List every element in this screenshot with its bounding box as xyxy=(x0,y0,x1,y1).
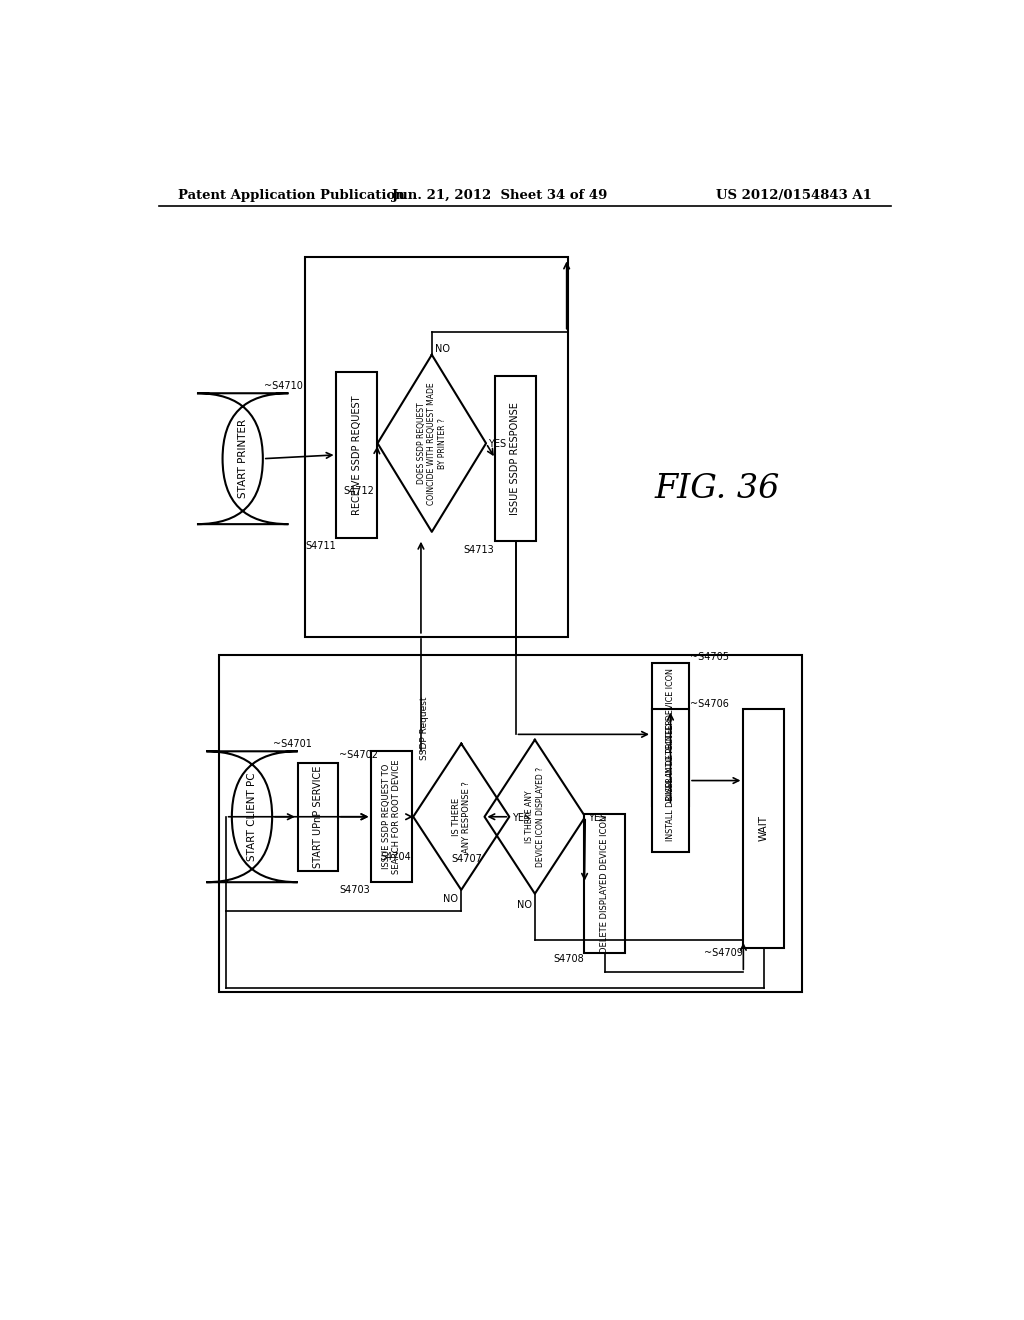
Text: SSDP Request: SSDP Request xyxy=(420,697,429,760)
Text: Jun. 21, 2012  Sheet 34 of 49: Jun. 21, 2012 Sheet 34 of 49 xyxy=(392,189,607,202)
Text: DISPLAY DETECTED DEVICE ICON: DISPLAY DETECTED DEVICE ICON xyxy=(666,668,675,800)
Bar xyxy=(743,709,783,948)
Text: ~S4701: ~S4701 xyxy=(273,739,311,748)
Text: S4713: S4713 xyxy=(464,545,495,554)
Text: IS THERE
ANY RESPONSE ?: IS THERE ANY RESPONSE ? xyxy=(452,781,471,853)
Text: ~S4705: ~S4705 xyxy=(690,652,729,663)
Text: S4708: S4708 xyxy=(553,954,584,964)
Text: DOES SSDP REQUEST
COINCIDE WITH REQUEST MADE
BY PRINTER ?: DOES SSDP REQUEST COINCIDE WITH REQUEST … xyxy=(417,381,446,504)
Text: FIG. 36: FIG. 36 xyxy=(654,474,779,506)
Text: NO: NO xyxy=(443,894,458,904)
Text: ISSUE SSDP RESPONSE: ISSUE SSDP RESPONSE xyxy=(511,403,520,515)
Text: S4707: S4707 xyxy=(452,854,482,865)
Text: START UPnP SERVICE: START UPnP SERVICE xyxy=(313,766,323,869)
Text: RECEIVE SSDP REQUEST: RECEIVE SSDP REQUEST xyxy=(351,395,361,515)
Text: YES: YES xyxy=(588,813,606,822)
Text: ~S4709: ~S4709 xyxy=(703,948,742,958)
Bar xyxy=(652,709,689,851)
Bar xyxy=(337,372,377,537)
Text: S4704: S4704 xyxy=(380,851,411,862)
Bar xyxy=(305,257,568,638)
Text: START PRINTER: START PRINTER xyxy=(238,420,248,498)
Bar xyxy=(652,663,689,805)
Text: START CLIENT PC: START CLIENT PC xyxy=(247,772,257,861)
Bar xyxy=(372,751,412,882)
Text: S4711: S4711 xyxy=(305,541,336,550)
Text: NO: NO xyxy=(517,899,531,909)
Text: S4703: S4703 xyxy=(340,884,371,895)
Text: WAIT: WAIT xyxy=(759,816,768,841)
Text: YES: YES xyxy=(512,813,529,822)
Bar xyxy=(496,376,536,541)
Text: ~S4710: ~S4710 xyxy=(263,380,302,391)
Text: INSTALL DRIVER INTO PRINTER: INSTALL DRIVER INTO PRINTER xyxy=(666,719,675,841)
Bar xyxy=(298,763,338,871)
FancyBboxPatch shape xyxy=(206,751,298,882)
Bar xyxy=(219,655,802,991)
Bar xyxy=(585,814,625,953)
Text: S4712: S4712 xyxy=(344,486,375,496)
Text: ~S4702: ~S4702 xyxy=(339,750,378,760)
Text: US 2012/0154843 A1: US 2012/0154843 A1 xyxy=(716,189,872,202)
Text: DELETE DISPLAYED DEVICE ICON: DELETE DISPLAYED DEVICE ICON xyxy=(600,814,609,953)
FancyBboxPatch shape xyxy=(197,393,289,524)
Text: IS THERE ANY
DEVICE ICON DISPLAYED ?: IS THERE ANY DEVICE ICON DISPLAYED ? xyxy=(525,767,545,867)
Text: ISSUE SSDP REQUEST TO
SEARCH FOR ROOT DEVICE: ISSUE SSDP REQUEST TO SEARCH FOR ROOT DE… xyxy=(382,759,401,874)
Text: ~S4706: ~S4706 xyxy=(690,698,729,709)
Text: YES: YES xyxy=(488,440,507,449)
Text: NO: NO xyxy=(435,343,450,354)
Text: Patent Application Publication: Patent Application Publication xyxy=(178,189,406,202)
